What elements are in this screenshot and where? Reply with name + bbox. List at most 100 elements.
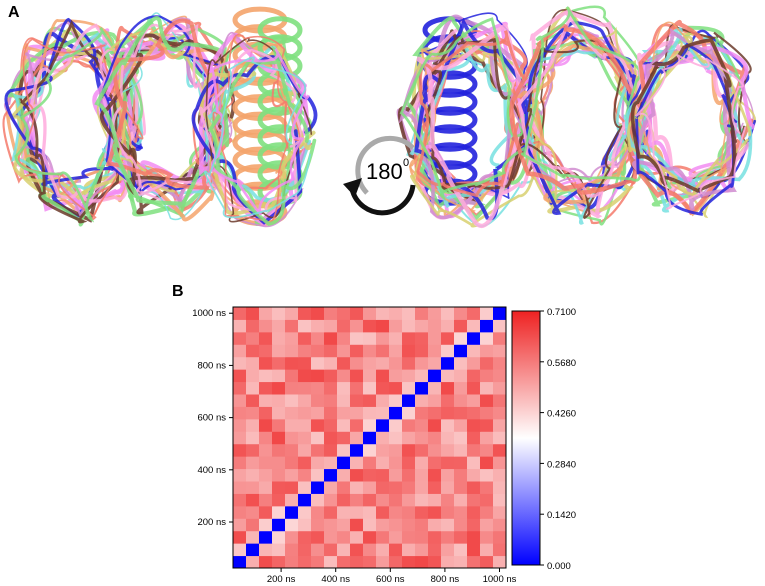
- heatmap-cell: [493, 543, 507, 557]
- heatmap-cell: [337, 530, 351, 544]
- ribbon-strand: [399, 17, 540, 201]
- heatmap-cell: [285, 443, 299, 457]
- heatmap-cell: [350, 443, 364, 457]
- heatmap-cell: [233, 418, 247, 432]
- heatmap-cell: [441, 307, 455, 320]
- heatmap-cell: [363, 406, 377, 420]
- heatmap-cell: [324, 319, 338, 333]
- heatmap-cell: [480, 394, 494, 407]
- heatmap-cell: [233, 481, 247, 494]
- heatmap-cell: [402, 418, 416, 432]
- heatmap-cell: [428, 431, 442, 445]
- heatmap-cell: [337, 555, 351, 569]
- rotation-degrees: 180: [366, 159, 403, 184]
- heatmap-cell: [415, 418, 429, 432]
- heatmap-cell: [402, 356, 416, 370]
- heatmap-cell: [285, 381, 299, 395]
- heatmap-cell: [285, 394, 299, 407]
- heatmap-cell: [376, 530, 390, 544]
- heatmap-cell: [233, 319, 247, 333]
- heatmap-cell: [467, 443, 481, 457]
- heatmap-cell: [376, 319, 390, 333]
- heatmap-cell: [272, 307, 286, 320]
- heatmap-cell: [246, 344, 260, 358]
- heatmap-cell: [233, 443, 247, 457]
- heatmap-cell: [233, 369, 247, 383]
- heatmap-cell: [454, 468, 468, 482]
- colorbar-tick-label: 0.2840: [547, 459, 576, 470]
- heatmap-cell: [272, 530, 286, 544]
- heatmap-cell: [337, 518, 351, 532]
- heatmap-cell: [233, 505, 247, 519]
- heatmap-cell: [324, 518, 338, 532]
- heatmap-cell: [285, 493, 299, 507]
- ribbon-strand: [520, 6, 642, 182]
- heatmap-cell: [233, 543, 247, 557]
- heatmap-cell: [402, 555, 416, 569]
- heatmap-cell: [428, 356, 442, 370]
- ribbon-strand: [204, 56, 311, 219]
- ribbon-strand: [4, 17, 143, 187]
- heatmap-cell: [454, 406, 468, 420]
- heatmap-cell: [428, 307, 442, 320]
- heatmap-cell: [389, 431, 403, 445]
- y-tick-label: 800 ns: [197, 360, 226, 371]
- heatmap-cell: [246, 443, 260, 457]
- heatmap-cell: [311, 344, 325, 358]
- heatmap-cell: [285, 530, 299, 544]
- heatmap-cell: [350, 394, 364, 407]
- heatmap-cell: [363, 555, 377, 569]
- heatmap-cell: [493, 381, 507, 395]
- heatmap-cell: [298, 481, 312, 494]
- heatmap-cell: [350, 493, 364, 507]
- ribbon-strand: [424, 36, 533, 193]
- heatmap-cell: [493, 493, 507, 507]
- heatmap-cell: [376, 468, 390, 482]
- heatmap-cell: [246, 356, 260, 370]
- rotation-arc-front: [349, 184, 416, 216]
- heatmap-cell: [311, 555, 325, 569]
- heatmap-cell: [337, 381, 351, 395]
- heatmap-cell: [402, 481, 416, 494]
- heatmap-cell: [415, 344, 429, 358]
- heatmap-cell: [389, 555, 403, 569]
- heatmap-cell: [402, 518, 416, 532]
- heatmap-cell: [337, 543, 351, 557]
- heatmap-cell: [415, 369, 429, 383]
- heatmap-cell: [272, 369, 286, 383]
- heatmap-cell: [298, 406, 312, 420]
- heatmap-cell: [454, 369, 468, 383]
- heatmap-cell: [259, 406, 273, 420]
- heatmap-cell: [246, 431, 260, 445]
- heatmap-cell: [246, 518, 260, 532]
- heatmap-cell: [454, 543, 468, 557]
- heatmap-cell: [259, 418, 273, 432]
- heatmap-cell: [493, 418, 507, 432]
- heatmap-cell: [402, 530, 416, 544]
- heatmap-cell: [467, 418, 481, 432]
- heatmap-cell: [415, 456, 429, 470]
- heatmap-cell: [493, 307, 507, 320]
- heatmap-cell: [389, 518, 403, 532]
- heatmap-cell: [376, 381, 390, 395]
- heatmap-cell: [428, 381, 442, 395]
- heatmap-cell: [389, 406, 403, 420]
- heatmap-cell: [272, 468, 286, 482]
- heatmap-cell: [441, 331, 455, 345]
- heatmap-cell: [467, 456, 481, 470]
- heatmap-cell: [324, 331, 338, 345]
- heatmap-cell: [363, 481, 377, 494]
- heatmap-cell: [324, 505, 338, 519]
- heatmap-cell: [480, 356, 494, 370]
- heatmap-cell: [493, 530, 507, 544]
- heatmap-cell: [337, 443, 351, 457]
- ribbon-strand: [398, 39, 535, 220]
- colorbar: [511, 310, 541, 566]
- heatmap-cell: [285, 431, 299, 445]
- heatmap-cell: [389, 307, 403, 320]
- heatmap-cell: [298, 394, 312, 407]
- heatmap-cell: [389, 481, 403, 494]
- heatmap-cell: [454, 307, 468, 320]
- heatmap-cell: [415, 431, 429, 445]
- heatmap-cell: [337, 344, 351, 358]
